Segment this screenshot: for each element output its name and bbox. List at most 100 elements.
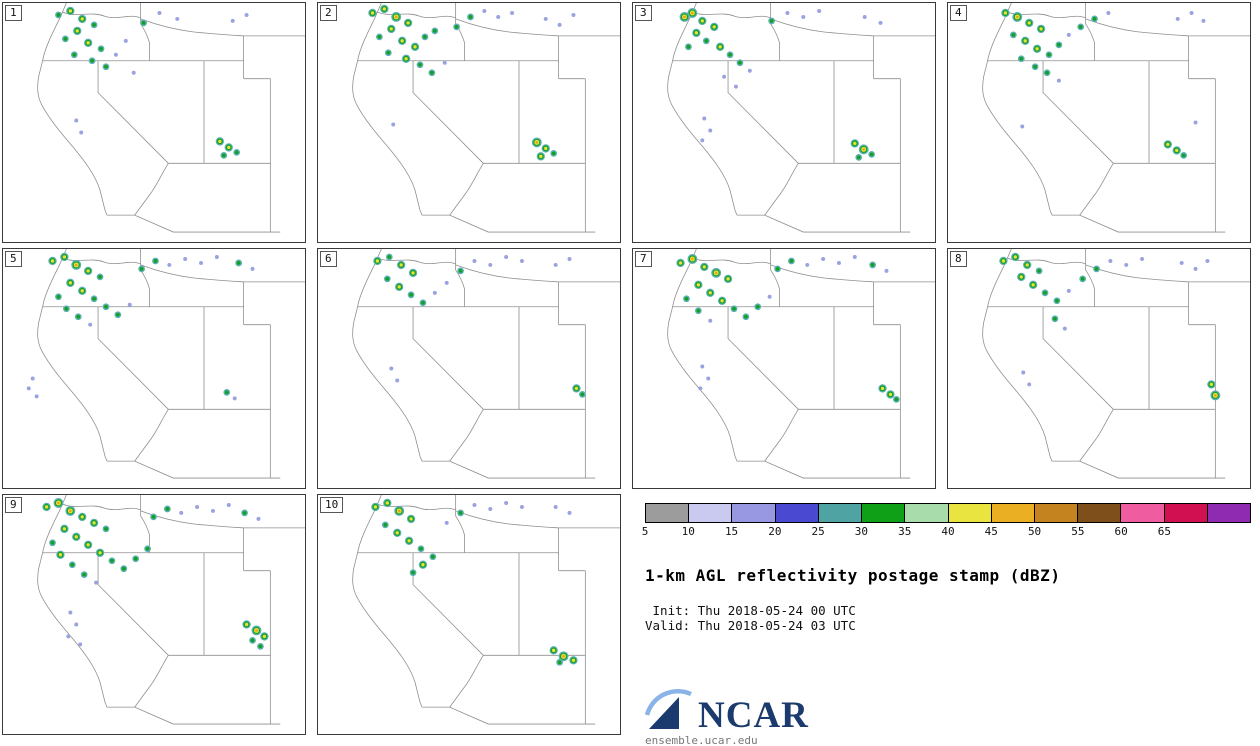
mexico-border: [1051, 214, 1226, 233]
echo-cell: [165, 507, 170, 511]
echo-cell: [80, 515, 84, 519]
echo-cell: [214, 254, 219, 259]
echo-cell: [519, 504, 524, 509]
echo-cell: [738, 60, 742, 65]
ncar-logo: NCAR: [645, 687, 1251, 734]
colorbar-segment: [947, 504, 991, 522]
echo-cell: [880, 386, 885, 391]
echo-cell: [708, 128, 713, 133]
echo-cell: [836, 260, 841, 265]
colorbar-segment: [861, 504, 905, 522]
colorbar-tick: 40: [941, 525, 955, 538]
echo-cell: [726, 277, 730, 281]
echo-cell: [567, 256, 572, 261]
legend-block: 5 10 15 20 25 30 35 40 45 50 55 60 65 1-km AGL refle…: [642, 503, 1251, 746]
echo-cell: [694, 31, 699, 35]
echo-cell: [571, 658, 576, 663]
echo-cell: [444, 280, 449, 285]
member-number-label: 5: [5, 251, 22, 267]
washington-oregon-border: [62, 503, 141, 511]
oregon-idaho-border: [1085, 3, 1095, 61]
washington-oregon-border: [1007, 257, 1086, 265]
mexico-border: [421, 706, 596, 725]
colorbar-tick: 10: [681, 525, 695, 538]
echo-cell: [157, 10, 162, 15]
basemap: [352, 249, 620, 479]
ensemble-panel: 5: [2, 248, 306, 489]
reflectivity-echoes: [368, 4, 576, 161]
echo-cell: [232, 396, 237, 401]
echo-cell: [1175, 16, 1180, 21]
echo-cell: [394, 15, 398, 19]
echo-cell: [92, 296, 96, 301]
echo-cell: [411, 271, 415, 275]
pacific-coastline: [352, 495, 423, 708]
ensemble-panel: 9: [2, 494, 306, 735]
echo-cell: [421, 563, 425, 567]
echo-cell: [92, 23, 96, 27]
colorbar-segment: [1120, 504, 1164, 522]
echo-cell: [133, 556, 138, 561]
echo-cell: [199, 260, 204, 265]
echo-cell: [789, 259, 794, 263]
echo-cell: [26, 386, 31, 391]
colorado-river-border: [134, 163, 169, 216]
reflectivity-echoes: [679, 7, 883, 161]
echo-cell: [574, 386, 579, 391]
reflectivity-echoes: [26, 252, 255, 401]
ensemble-panel: 8: [947, 248, 1251, 489]
echo-cell: [702, 265, 706, 269]
echo-cell: [706, 376, 711, 381]
washington-oregon-border: [692, 257, 771, 265]
echo-cell: [218, 139, 222, 144]
reflectivity-echoes: [42, 497, 269, 650]
echo-cell: [385, 501, 389, 505]
echo-cell: [236, 261, 241, 265]
echo-cell: [747, 68, 752, 73]
california-nevada-border: [412, 306, 484, 410]
echo-cell: [64, 306, 69, 311]
echo-cell: [769, 19, 774, 23]
reflectivity-echoes: [373, 253, 586, 398]
oregon-idaho-border: [140, 495, 150, 553]
valid-time: Valid: Thu 2018-05-24 03 UTC: [645, 618, 856, 633]
member-number-label: 8: [950, 251, 967, 267]
member-number-label: 6: [320, 251, 337, 267]
echo-cell: [1080, 276, 1085, 281]
state-borders: [667, 249, 935, 479]
member-number-label: 10: [320, 497, 344, 513]
echo-cell: [167, 262, 172, 267]
echo-cell: [385, 276, 390, 281]
pacific-coastline: [37, 249, 108, 462]
california-nevada-border: [412, 552, 484, 656]
echo-cell: [409, 517, 413, 521]
echo-cell: [66, 634, 71, 639]
california-nevada-border: [412, 60, 484, 164]
pacific-coastline: [982, 3, 1053, 216]
echo-cell: [888, 392, 893, 397]
echo-cell: [708, 318, 713, 323]
echo-cell: [244, 12, 249, 17]
echo-cell: [98, 551, 102, 555]
colorado-river-border: [1079, 409, 1114, 462]
member-number-label: 1: [5, 5, 22, 21]
echo-cell: [472, 258, 477, 263]
echo-cell: [121, 566, 126, 571]
echo-cell: [44, 505, 49, 509]
echo-cell: [94, 580, 99, 585]
colorado-river-border: [134, 409, 169, 462]
echo-cell: [382, 7, 387, 11]
echo-cell: [244, 622, 249, 627]
echo-cell: [878, 20, 883, 25]
echo-cell: [442, 60, 447, 65]
echo-cell: [92, 521, 96, 525]
echo-cell: [195, 504, 200, 509]
echo-cell: [1019, 56, 1024, 61]
echo-cell: [722, 74, 727, 79]
echo-cell: [406, 21, 410, 25]
echo-cell: [686, 44, 691, 49]
echo-cell: [571, 12, 576, 17]
echo-cell: [183, 256, 188, 261]
echo-cell: [720, 299, 724, 303]
